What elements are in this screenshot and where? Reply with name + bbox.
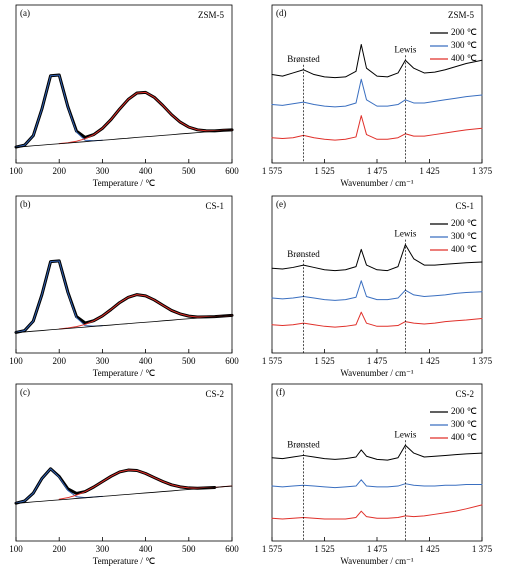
- x-tick-label: 1 375: [472, 356, 493, 366]
- series-line: [58, 91, 233, 145]
- legend-label: 200 ℃: [451, 27, 477, 37]
- x-tick-label: 100: [9, 544, 23, 554]
- annotation: Brønsted: [287, 439, 320, 449]
- panel-label: (d): [276, 8, 287, 18]
- x-tick-label: 1 575: [262, 356, 283, 366]
- legend-label: 300 ℃: [451, 40, 477, 50]
- x-tick-label: 300: [96, 544, 110, 554]
- annotation: Brønsted: [287, 249, 320, 259]
- x-tick-label: 300: [96, 166, 110, 176]
- x-tick-label: 1 575: [262, 166, 283, 176]
- annotation: Brønsted: [287, 54, 320, 64]
- series-line: [271, 444, 483, 461]
- legend-label: 400 ℃: [451, 53, 477, 63]
- series-line: [271, 244, 483, 272]
- series-line: [271, 280, 483, 301]
- x-tick-label: 1 425: [419, 166, 440, 176]
- plot-frame: [15, 383, 233, 542]
- series-line: [271, 44, 483, 79]
- x-tick-label: 600: [225, 356, 239, 366]
- x-tick-label: 600: [225, 544, 239, 554]
- x-tick-label: 200: [52, 166, 66, 176]
- x-axis-label: Wavenumber / cm⁻¹: [340, 556, 414, 566]
- panel-label: (a): [20, 8, 30, 18]
- x-tick-label: 1 525: [314, 356, 335, 366]
- x-axis-label: Temperature / ℃: [93, 556, 155, 566]
- series-line: [271, 115, 483, 141]
- plot-frame: [15, 4, 233, 164]
- legend-label: 300 ℃: [451, 231, 477, 241]
- x-tick-label: 1 425: [419, 544, 440, 554]
- plot-frame: [15, 195, 233, 354]
- panel-title: CS-2: [455, 389, 474, 399]
- x-tick-label: 1 525: [314, 544, 335, 554]
- x-axis-label: Temperature / ℃: [93, 368, 155, 378]
- x-tick-label: 1 425: [419, 356, 440, 366]
- x-tick-label: 600: [225, 166, 239, 176]
- annotation: Lewis: [394, 229, 416, 239]
- series-line: [15, 74, 103, 148]
- x-tick-label: 1 575: [262, 544, 283, 554]
- x-tick-label: 1 475: [367, 544, 388, 554]
- x-tick-label: 100: [9, 166, 23, 176]
- series-line: [271, 311, 483, 328]
- series-line: [15, 485, 233, 504]
- x-tick-label: 400: [139, 166, 153, 176]
- series-line: [15, 260, 103, 333]
- x-tick-label: 400: [139, 356, 153, 366]
- x-tick-label: 1 375: [472, 166, 493, 176]
- panel-title: CS-2: [205, 389, 224, 399]
- series-line: [271, 78, 483, 108]
- x-tick-label: 500: [182, 544, 196, 554]
- legend-label: 300 ℃: [451, 419, 477, 429]
- series-line: [58, 294, 233, 330]
- series-line: [15, 129, 233, 148]
- annotation: Lewis: [394, 429, 416, 439]
- series-line: [15, 314, 233, 333]
- x-axis-label: Wavenumber / cm⁻¹: [340, 368, 414, 378]
- legend-label: 400 ℃: [451, 244, 477, 254]
- x-tick-label: 400: [139, 544, 153, 554]
- x-axis-label: Temperature / ℃: [93, 178, 155, 188]
- x-tick-label: 500: [182, 166, 196, 176]
- x-axis-label: Wavenumber / cm⁻¹: [340, 178, 414, 188]
- x-tick-label: 1 475: [367, 166, 388, 176]
- legend-label: 200 ℃: [451, 218, 477, 228]
- legend-label: 200 ℃: [451, 406, 477, 416]
- legend-label: 400 ℃: [451, 432, 477, 442]
- x-tick-label: 1 375: [472, 544, 493, 554]
- x-tick-label: 300: [96, 356, 110, 366]
- series-line: [271, 504, 483, 520]
- panel-title: ZSM-5: [198, 10, 225, 20]
- panel-label: (e): [276, 199, 286, 209]
- x-tick-label: 200: [52, 544, 66, 554]
- panel-label: (f): [276, 387, 285, 397]
- panel-title: CS-1: [205, 201, 224, 211]
- x-tick-label: 1 475: [367, 356, 388, 366]
- panel-title: CS-1: [455, 201, 474, 211]
- x-tick-label: 500: [182, 356, 196, 366]
- x-tick-label: 200: [52, 356, 66, 366]
- panel-title: ZSM-5: [448, 10, 475, 20]
- x-tick-label: 1 525: [314, 166, 335, 176]
- panel-label: (b): [20, 199, 31, 209]
- series-line: [271, 479, 483, 489]
- annotation: Lewis: [394, 44, 416, 54]
- panel-label: (c): [20, 387, 30, 397]
- x-tick-label: 100: [9, 356, 23, 366]
